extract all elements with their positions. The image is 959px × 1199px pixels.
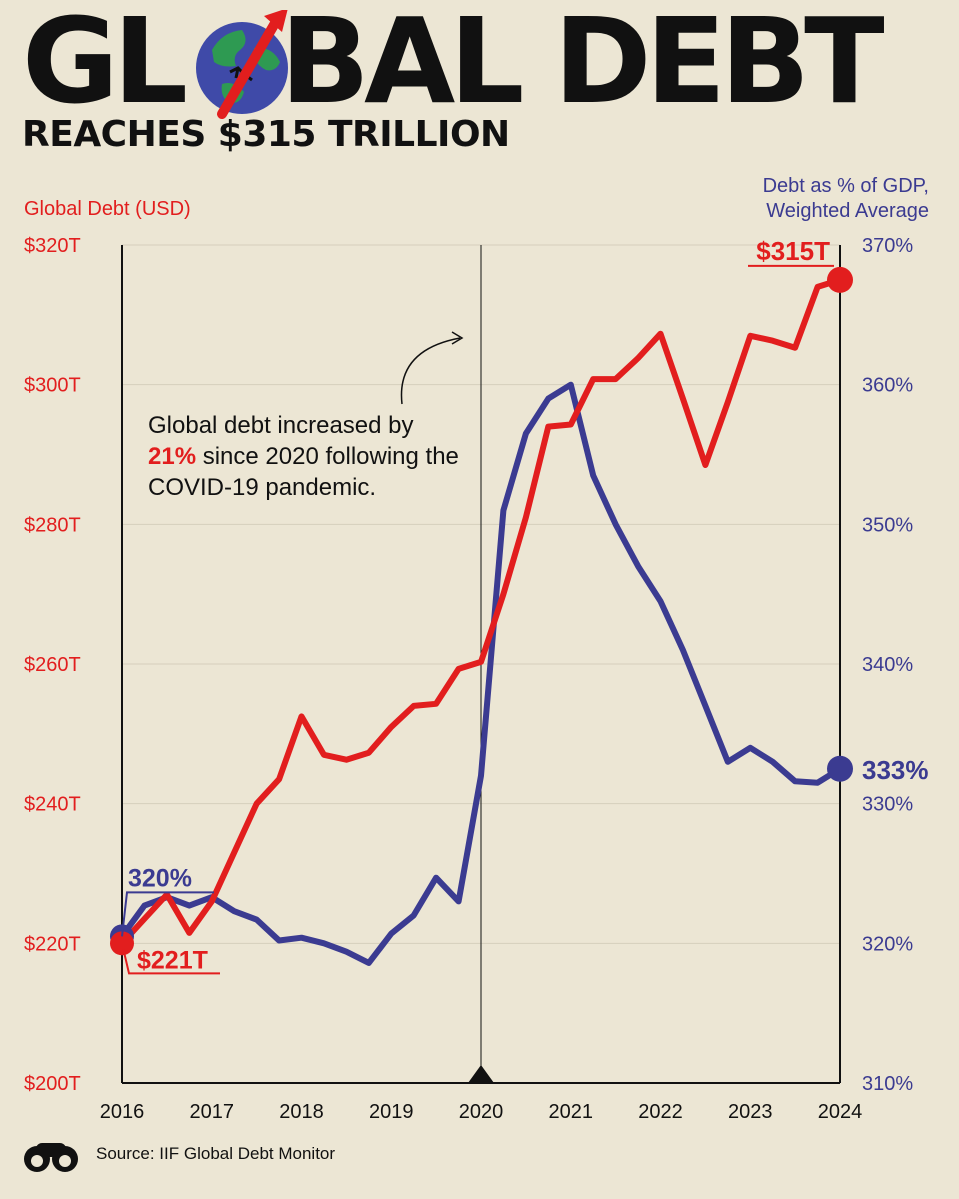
annotation-arrow xyxy=(400,337,461,405)
gdp-end-label: 333% xyxy=(862,755,929,785)
gdp-percent-series-line xyxy=(119,381,843,966)
right-tick-label: 350% xyxy=(862,514,913,536)
right-axis-title: Debt as % of GDP, Weighted Average xyxy=(669,174,929,224)
right-tick-label: 310% xyxy=(862,1073,913,1095)
binoculars-logo-icon xyxy=(24,1143,78,1172)
right-axis-title-line2: Weighted Average xyxy=(766,200,929,222)
x-tick-label: 2016 xyxy=(100,1101,145,1123)
debt-end-label: $315T xyxy=(756,236,830,266)
x-tick-label: 2019 xyxy=(369,1101,414,1123)
annotation-text-after: since 2020 following the COVID-19 pandem… xyxy=(148,443,459,501)
left-axis-title: Global Debt (USD) xyxy=(24,198,191,220)
left-tick-label: $300T xyxy=(24,375,81,397)
x-tick-label: 2020 xyxy=(459,1101,504,1123)
x-tick-label: 2022 xyxy=(638,1101,683,1123)
left-tick-label: $320T xyxy=(24,235,81,257)
debt-start-label: $221T xyxy=(137,946,208,974)
x-tick-label: 2024 xyxy=(818,1101,863,1123)
right-tick-label: 320% xyxy=(862,933,913,955)
source-text: Source: IIF Global Debt Monitor xyxy=(96,1144,336,1163)
x-tick-label: 2017 xyxy=(190,1101,235,1123)
debt-start-leader xyxy=(121,943,220,975)
right-tick-label: 330% xyxy=(862,794,913,816)
x-tick-label: 2018 xyxy=(279,1101,324,1123)
annotation-arrowhead xyxy=(451,331,464,345)
right-axis-ticks: 310% 320% 330% 340% 350% 360% 370% xyxy=(862,235,913,1095)
debt-usd-series-line xyxy=(119,276,843,947)
right-axis-title-line1: Debt as % of GDP, xyxy=(762,175,929,197)
left-tick-label: $260T xyxy=(24,654,81,676)
gdp-start-label: 320% xyxy=(128,864,192,892)
left-tick-label: $280T xyxy=(24,514,81,536)
x-tick-label: 2021 xyxy=(549,1101,594,1123)
gdp-start-leader xyxy=(121,891,214,937)
left-axis-ticks: $200T $220T $240T $260T $280T $300T $320T xyxy=(24,235,81,1095)
right-tick-label: 340% xyxy=(862,654,913,676)
gdp-end-point xyxy=(827,755,853,782)
left-tick-label: $240T xyxy=(24,794,81,816)
series-layer xyxy=(110,266,853,966)
annotation-text: Global debt increased by 21% since 2020 … xyxy=(148,410,478,503)
title-part-2: BAL DEBT xyxy=(280,0,885,130)
left-tick-label: $220T xyxy=(24,933,81,955)
debt-end-point xyxy=(827,266,853,293)
x-tick-label: 2023 xyxy=(728,1101,773,1123)
title-part-1: GL xyxy=(22,0,188,130)
page-title: GL BAL DEBT xyxy=(22,2,885,120)
annotation-text-before: Global debt increased by xyxy=(148,412,414,439)
label-layer: 320% $221T $315T 333% xyxy=(121,236,929,975)
subtitle: REACHES $315 TRILLION xyxy=(22,114,510,155)
globe-with-rising-arrow-icon xyxy=(196,10,288,119)
covid-2020-marker-triangle xyxy=(468,1065,494,1083)
x-axis-ticks: 2016 2017 2018 2019 2020 2021 2022 2023 2024 xyxy=(100,1101,863,1123)
right-tick-label: 360% xyxy=(862,375,913,397)
right-tick-label: 370% xyxy=(862,235,913,257)
left-tick-label: $200T xyxy=(24,1073,81,1095)
annotation-highlight: 21% xyxy=(148,443,197,470)
